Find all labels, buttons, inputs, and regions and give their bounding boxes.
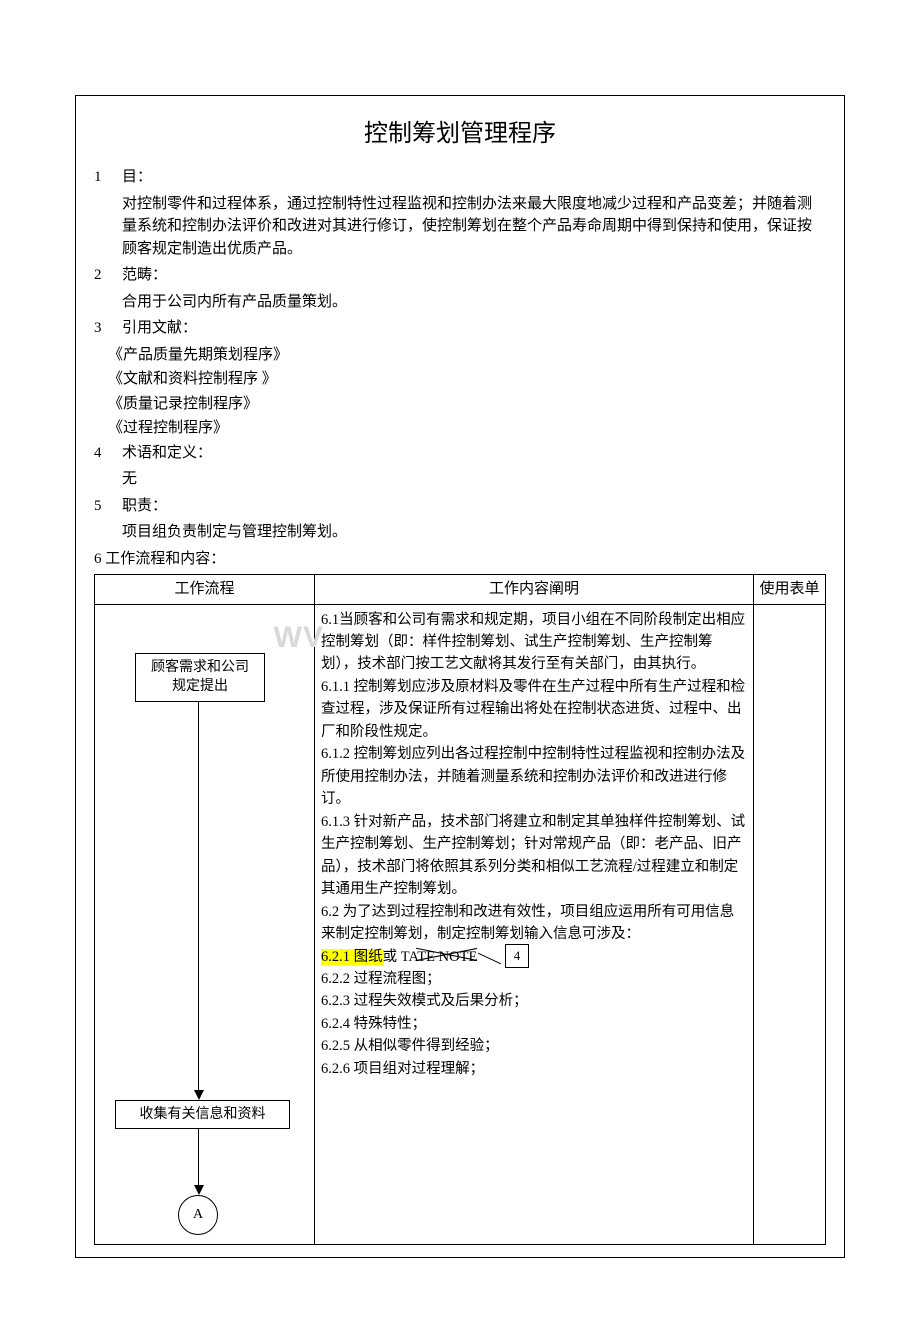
desc-6-2-2: 6.2.2 过程流程图； 4 bbox=[321, 968, 747, 990]
arrow-head-2 bbox=[194, 1185, 204, 1195]
desc-6-2: 6.2 为了达到过程控制和改进有效性，项目组应运用所有可用信息来制定控制筹划，制… bbox=[321, 901, 747, 946]
col-header-flow: 工作流程 bbox=[95, 575, 315, 605]
desc-6-1-1: 6.1.1 控制筹划应涉及原材料及零件在生产过程中所有生产过程和检查过程，涉及保… bbox=[321, 676, 747, 743]
description-cell: 6.1当顾客和公司有需求和规定期，项目小组在不同阶段制定出相应控制筹划（即：样件… bbox=[315, 604, 754, 1244]
flow-box2-label: 收集有关信息和资料 bbox=[140, 1107, 266, 1122]
flow-connector-a: A bbox=[178, 1195, 218, 1235]
document-title: 控制筹划管理程序 bbox=[94, 116, 826, 152]
section-4-num: 4 bbox=[94, 442, 122, 465]
section-5-header: 5 职责： bbox=[94, 495, 826, 518]
tate-note-wrapper: 或 TATE NOTE bbox=[383, 946, 478, 968]
section-3-header: 3 引用文献： bbox=[94, 317, 826, 340]
workflow-table: 工作流程 工作内容阐明 使用表单 WV 顾客需求和公司 规定提出 bbox=[94, 574, 826, 1245]
desc-6-2-1: 6.2.1 图纸或 TATE NOTE bbox=[321, 946, 747, 968]
arrow-line-2 bbox=[198, 1128, 199, 1185]
section-5-num: 5 bbox=[94, 495, 122, 518]
section-4-header: 4 术语和定义： bbox=[94, 442, 826, 465]
arrow-head-1 bbox=[194, 1090, 204, 1100]
section-3-num: 3 bbox=[94, 317, 122, 340]
table-row: WV 顾客需求和公司 规定提出 收集有关信息和资料 bbox=[95, 604, 826, 1244]
section-1-header: 1 目： bbox=[94, 166, 826, 189]
flow-box-customer-req: 顾客需求和公司 规定提出 bbox=[135, 653, 265, 702]
revision-callout: 4 bbox=[505, 944, 529, 968]
desc-6-2-2-text: 6.2.2 过程流程图； bbox=[321, 971, 441, 987]
flow-box1-line1: 顾客需求和公司 bbox=[142, 658, 258, 678]
col-header-desc: 工作内容阐明 bbox=[315, 575, 754, 605]
flowchart-cell: WV 顾客需求和公司 规定提出 收集有关信息和资料 bbox=[95, 604, 315, 1244]
ref-2: 《文献和资料控制程序 》 bbox=[108, 368, 826, 391]
tate-note-text: 或 TATE NOTE bbox=[383, 949, 478, 965]
section-4-label: 术语和定义： bbox=[122, 442, 826, 465]
form-cell bbox=[754, 604, 826, 1244]
section-2-body: 合用于公司内所有产品质量策划。 bbox=[122, 291, 826, 314]
section-4-body: 无 bbox=[122, 468, 826, 491]
desc-6-1: 6.1当顾客和公司有需求和规定期，项目小组在不同阶段制定出相应控制筹划（即：样件… bbox=[321, 609, 747, 676]
section-2-num: 2 bbox=[94, 264, 122, 287]
section-2-header: 2 范畴： bbox=[94, 264, 826, 287]
col-header-form: 使用表单 bbox=[754, 575, 826, 605]
table-header-row: 工作流程 工作内容阐明 使用表单 bbox=[95, 575, 826, 605]
section-1-num: 1 bbox=[94, 166, 122, 189]
section-5-body: 项目组负责制定与管理控制筹划。 bbox=[122, 521, 826, 544]
section-3-label: 引用文献： bbox=[122, 317, 826, 340]
section-2-label: 范畴： bbox=[122, 264, 826, 287]
arrow-line-1 bbox=[198, 702, 199, 1090]
section-6-header: 6 工作流程和内容： bbox=[94, 548, 826, 571]
desc-6-1-2: 6.1.2 控制筹划应列出各过程控制中控制特性过程监视和控制办法及所使用控制办法… bbox=[321, 743, 747, 810]
desc-6-1-3: 6.1.3 针对新产品，技术部门将建立和制定其单独样件控制筹划、试生产控制筹划、… bbox=[321, 811, 747, 901]
flow-box-collect-info: 收集有关信息和资料 bbox=[115, 1100, 290, 1130]
ref-3: 《质量记录控制程序》 bbox=[108, 393, 826, 416]
document-frame: 控制筹划管理程序 1 目： 对控制零件和过程体系，通过控制特性过程监视和控制办法… bbox=[75, 95, 845, 1258]
flow-box1-line2: 规定提出 bbox=[142, 677, 258, 697]
desc-6-2-1-hl: 6.2.1 图纸 bbox=[321, 949, 383, 965]
section-1-label: 目： bbox=[122, 166, 826, 189]
desc-6-2-3: 6.2.3 过程失效模式及后果分析； bbox=[321, 990, 747, 1012]
desc-6-2-6: 6.2.6 项目组对过程理解； bbox=[321, 1058, 747, 1080]
section-6-num: 6 bbox=[94, 551, 102, 567]
section-1-body: 对控制零件和过程体系，通过控制特性过程监视和控制办法来最大限度地减少过程和产品变… bbox=[122, 193, 826, 261]
section-6-label: 工作流程和内容： bbox=[105, 551, 225, 567]
desc-6-2-5: 6.2.5 从相似零件得到经验； bbox=[321, 1035, 747, 1057]
section-5-label: 职责： bbox=[122, 495, 826, 518]
desc-6-2-4: 6.2.4 特殊特性； bbox=[321, 1013, 747, 1035]
ref-4: 《过程控制程序》 bbox=[108, 417, 826, 440]
ref-1: 《产品质量先期策划程序》 bbox=[108, 344, 826, 367]
